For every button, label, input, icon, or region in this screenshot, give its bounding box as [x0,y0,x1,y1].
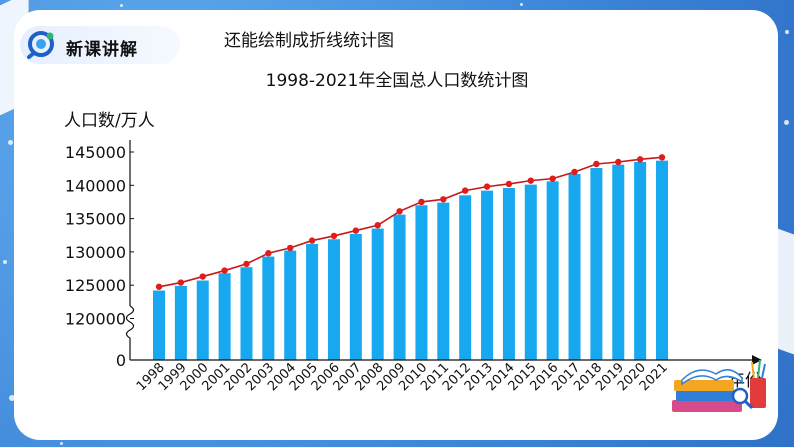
point-2008 [374,222,381,229]
point-2013 [483,183,491,190]
bar-2006 [327,239,340,360]
y-tick-label-120000: 120000 [65,310,126,329]
snow-dot [8,140,13,145]
point-2018 [593,160,600,168]
y-axis-break [125,305,135,339]
bar-2010 [415,205,428,360]
point-2020 [636,156,644,163]
books-icon [672,360,766,412]
x-axis-arrow [752,355,762,365]
point-2021 [658,154,666,161]
point-2002 [243,260,250,268]
y-tick-label-125000: 125000 [65,276,126,295]
line-series [155,154,666,290]
chart-axes [125,140,762,365]
x-tick-labels: 1998199920002001200220032004200520062007… [134,360,671,394]
point-2006 [330,232,338,240]
point-2017 [571,168,578,176]
y-tick-labels: 0 120000 125000 130000 135000 140000 145000 [65,143,134,370]
bar-2020 [634,161,647,360]
bar-2015 [524,184,537,360]
point-2016 [549,175,556,182]
bar-2005 [306,243,319,360]
point-2007 [352,227,360,234]
y-tick-label-0: 0 [116,351,126,370]
bar-2011 [437,202,450,360]
section-tab-label: 新课讲解 [66,40,138,60]
point-2001 [221,267,228,274]
y-tick-label-135000: 135000 [65,210,126,229]
point-2019 [615,158,622,166]
point-2000 [199,273,206,280]
bar-2001 [218,273,231,360]
point-2015 [527,177,534,184]
bar-2003 [262,256,275,360]
bar-2002 [240,267,253,360]
bar-2013 [481,190,494,360]
point-2004 [287,244,294,252]
bar-series [153,160,669,360]
bar-2007 [349,233,362,360]
population-line [158,156,663,288]
snow-dot [60,442,63,445]
bar-2009 [393,214,406,360]
chart-title: 1998-2021年全国总人口数统计图 [265,71,529,91]
bar-2016 [546,181,559,360]
point-1999 [177,279,185,286]
bar-1999 [174,285,187,360]
bar-2008 [371,228,384,360]
slide-heading: 还能绘制成折线统计图 [224,31,394,51]
snow-dot [784,120,789,125]
bar-2014 [502,187,515,360]
point-2010 [418,198,425,206]
logo-icon [27,31,54,59]
bar-2021 [656,160,669,360]
bar-2004 [284,250,297,360]
point-1998 [155,283,163,290]
snow-dot [520,3,523,6]
bar-2017 [568,173,581,360]
snow-dot [9,395,15,401]
snow-dot [3,260,7,264]
point-2009 [396,208,403,215]
y-tick-label-145000: 145000 [65,143,126,162]
point-2003 [265,250,272,257]
point-2012 [461,187,469,194]
point-2011 [440,196,447,203]
point-2005 [308,237,316,244]
snow-dot [785,30,789,34]
bar-2019 [612,164,625,360]
y-tick-label-130000: 130000 [65,243,126,262]
snow-dot [120,4,123,7]
y-tick-label-140000: 140000 [65,176,126,195]
point-2014 [505,180,513,188]
bar-1998 [153,290,165,360]
bar-2012 [459,195,472,360]
bar-2018 [590,167,603,360]
bar-2000 [196,280,209,360]
y-axis-label: 人口数/万人 [64,111,155,131]
